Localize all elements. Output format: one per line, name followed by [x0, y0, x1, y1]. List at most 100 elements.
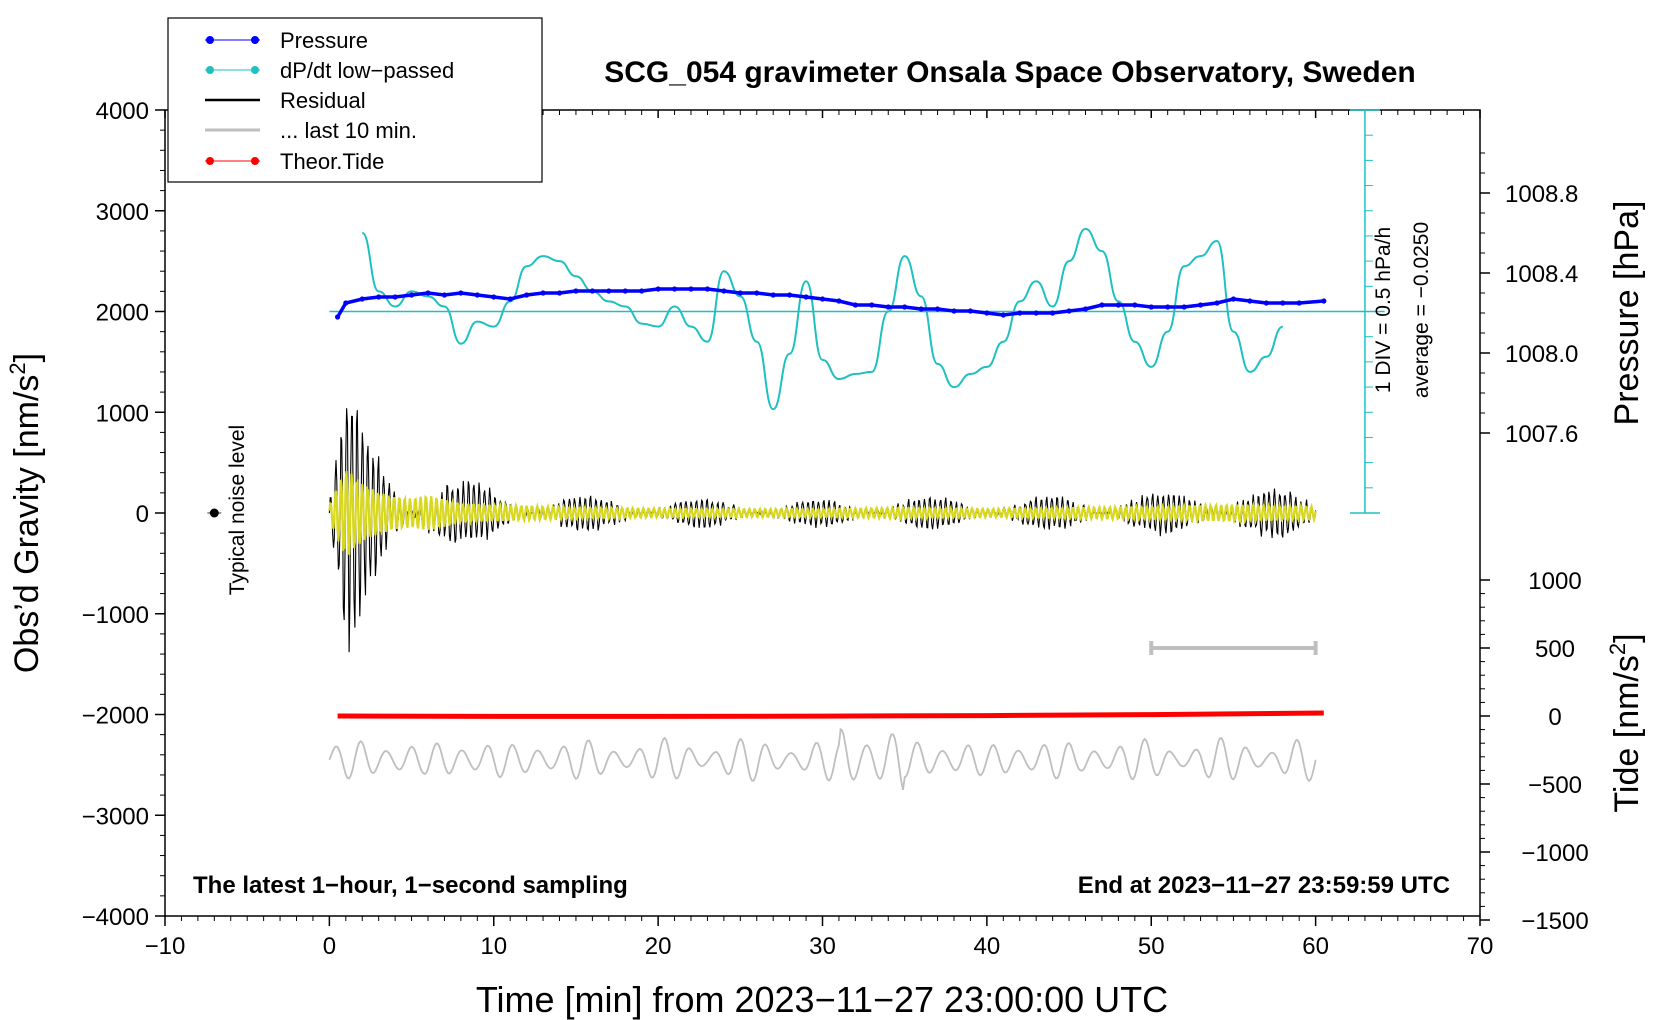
legend-item-last10: ... last 10 min.: [205, 118, 417, 143]
y-tick-label: 1000: [96, 400, 149, 427]
pressure-point: [770, 292, 776, 298]
pressure-point: [803, 294, 809, 300]
x-tick-label: 10: [480, 933, 507, 960]
pressure-point: [1165, 304, 1171, 310]
y-tick-label: −2000: [82, 703, 149, 730]
tide-axis-ticks: −1500 −1000 −500 0 500 1000: [1480, 568, 1589, 935]
pressure-point: [1214, 300, 1220, 306]
y-axis-ticks: −4000 −3000 −2000 −1000 0 1000 2000 3000 4000: [82, 98, 165, 931]
tide-tick-label: 0: [1548, 704, 1561, 731]
x-tick-label: −10: [145, 933, 186, 960]
pressure-point: [1066, 308, 1072, 314]
noise-point: [209, 508, 219, 518]
pressure-tick-label: 1008.8: [1505, 181, 1578, 208]
pressure-point: [1148, 304, 1154, 310]
dpdt-series-line: [361, 227, 1284, 411]
end-time-note: End at 2023−11−27 23:59:59 UTC: [1078, 872, 1450, 899]
pressure-point: [984, 310, 990, 316]
legend-dpdt-label: dP/dt low−passed: [280, 58, 454, 83]
noise-level-label: Typical noise level: [226, 425, 249, 595]
pressure-point: [852, 302, 858, 308]
pressure-point: [1033, 310, 1039, 316]
x-tick-label: 70: [1467, 933, 1494, 960]
chart-title: SCG_054 gravimeter Onsala Space Observat…: [604, 56, 1416, 89]
pressure-point: [836, 298, 842, 304]
pressure-point: [376, 294, 382, 300]
pressure-point: [425, 290, 431, 296]
legend-dpdt-dot: [206, 66, 214, 74]
last-10-min-series: [328, 727, 1317, 791]
pressure-point: [902, 304, 908, 310]
pressure-point: [1296, 300, 1302, 306]
x-tick-label: 30: [809, 933, 836, 960]
pressure-point: [1247, 298, 1253, 304]
legend-item-pressure: Pressure: [205, 28, 368, 53]
pressure-point: [754, 290, 760, 296]
pressure-point: [1017, 310, 1023, 316]
pressure-point: [334, 314, 341, 320]
pressure-point: [458, 290, 464, 296]
residual-line: [328, 408, 1317, 653]
legend-pressure-dot: [251, 36, 259, 44]
pressure-series: [334, 286, 1327, 320]
tide-tick-label: −500: [1528, 772, 1582, 799]
pressure-point: [639, 288, 645, 294]
x-tick-label: 0: [323, 933, 336, 960]
pressure-point: [787, 292, 793, 298]
y-axis-label-left: Obs’d Gravity [nm/s2]: [5, 353, 46, 673]
pressure-point: [606, 288, 612, 294]
theoretical-tide-line: [337, 710, 1324, 719]
x-axis-label: Time [min] from 2023−11−27 23:00:00 UTC: [476, 979, 1168, 1020]
pressure-point: [671, 286, 678, 292]
y-tick-label: 0: [136, 501, 149, 528]
tide-tick-label: −1000: [1521, 840, 1588, 867]
legend: Pressure dP/dt low−passed Residual ... l…: [167, 17, 543, 183]
pressure-point: [343, 300, 349, 306]
pressure-point: [869, 302, 875, 308]
pressure-tick-label: 1008.0: [1505, 341, 1578, 368]
pressure-point: [441, 292, 448, 298]
pressure-point: [1321, 298, 1327, 304]
pressure-point: [704, 286, 711, 292]
pressure-tick-label: 1008.4: [1505, 261, 1578, 288]
noise-level-marker: [207, 508, 222, 518]
pressure-point: [885, 304, 891, 310]
pressure-point: [622, 288, 628, 294]
residual-series: [328, 408, 1317, 653]
legend-pressure-dot: [206, 36, 214, 44]
legend-tide-dot: [206, 157, 214, 165]
pressure-axis-ticks: 1007.6 1008.0 1008.4 1008.8: [1480, 152, 1578, 448]
y-tick-label: −3000: [82, 803, 149, 830]
pressure-point: [507, 296, 513, 302]
pressure-point: [655, 286, 661, 292]
pressure-point: [392, 294, 398, 300]
y-axis-label-pressure: Pressure [hPa]: [1608, 201, 1646, 426]
pressure-point: [524, 292, 530, 298]
pressure-point: [1000, 312, 1006, 318]
y-tick-label: 4000: [96, 98, 149, 125]
pressure-point: [967, 308, 974, 314]
legend-tide-label: Theor.Tide: [280, 149, 384, 174]
pressure-point: [359, 296, 365, 302]
tide-tick-label: 500: [1535, 636, 1575, 663]
pressure-point: [918, 306, 924, 312]
sampling-note: The latest 1−hour, 1−second sampling: [193, 872, 628, 899]
x-tick-label: 60: [1302, 933, 1329, 960]
legend-item-tide: Theor.Tide: [205, 149, 384, 174]
y-tick-label: 2000: [96, 300, 149, 327]
x-axis-ticks: −10 0 10 20 30 40 50 60 70: [145, 110, 1494, 960]
pressure-point: [589, 288, 595, 294]
x-tick-label: 40: [974, 933, 1001, 960]
dpdt-scale-label: 1 DIV = 0.5 hPa/h: [1372, 227, 1395, 393]
tide-tick-label: 1000: [1528, 568, 1581, 595]
tide-tick-label: −1500: [1521, 908, 1588, 935]
x-tick-label: 50: [1138, 933, 1165, 960]
pressure-point: [1082, 306, 1089, 312]
y-axis-label-tide: Tide [nm/s2]: [1605, 633, 1646, 812]
pressure-point: [737, 290, 743, 296]
y-tick-label: 3000: [96, 199, 149, 226]
pressure-point: [1050, 310, 1056, 316]
pressure-point: [721, 288, 727, 294]
pressure-point: [556, 290, 563, 296]
